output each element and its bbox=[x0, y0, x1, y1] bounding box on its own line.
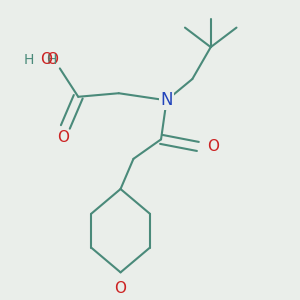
Text: O: O bbox=[58, 130, 70, 146]
Text: O: O bbox=[115, 281, 127, 296]
Text: N: N bbox=[160, 91, 173, 109]
Text: H: H bbox=[23, 52, 34, 67]
Text: O: O bbox=[46, 52, 58, 67]
Text: O: O bbox=[207, 139, 219, 154]
Text: O: O bbox=[40, 52, 52, 67]
Text: H: H bbox=[46, 52, 57, 67]
